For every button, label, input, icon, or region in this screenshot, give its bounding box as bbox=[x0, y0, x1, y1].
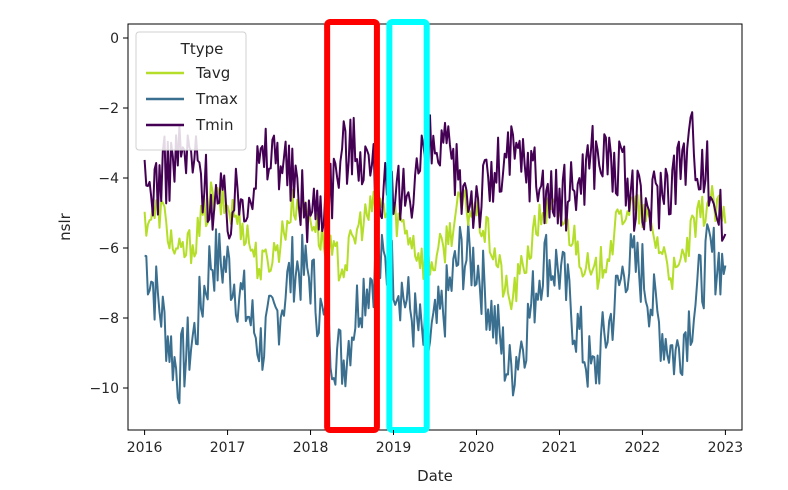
x-tick-label: 2019 bbox=[376, 440, 412, 456]
y-tick-label: −4 bbox=[98, 171, 119, 187]
y-tick-label: −2 bbox=[98, 101, 119, 117]
series-layer bbox=[143, 111, 727, 405]
x-tick-label: 2022 bbox=[625, 440, 661, 456]
series-line-tmin bbox=[143, 111, 727, 244]
y-axis-ticks: 0 −2 −4 −6 −8 −10 bbox=[89, 31, 128, 397]
series-line-tavg bbox=[143, 181, 727, 311]
legend-title: Ttype bbox=[180, 40, 224, 58]
red-highlight-box bbox=[324, 19, 380, 433]
y-tick-label: 0 bbox=[110, 31, 119, 47]
legend-label-tmax: Tmax bbox=[195, 90, 238, 108]
highlight-layer bbox=[324, 19, 430, 433]
y-axis-label: nslr bbox=[56, 212, 74, 240]
y-tick-label: −10 bbox=[89, 381, 119, 397]
legend-box bbox=[135, 31, 247, 151]
x-tick-label: 2016 bbox=[127, 440, 163, 456]
x-tick-label: 2020 bbox=[459, 440, 495, 456]
x-axis-label: Date bbox=[417, 467, 453, 485]
legend-label-tmin: Tmin bbox=[195, 116, 233, 134]
y-tick-label: −8 bbox=[98, 311, 119, 327]
series-line-tmax bbox=[144, 221, 727, 405]
x-tick-label: 2017 bbox=[210, 440, 246, 456]
x-tick-label: 2023 bbox=[708, 440, 744, 456]
y-tick-label: −6 bbox=[98, 241, 119, 257]
x-tick-label: 2021 bbox=[542, 440, 578, 456]
cyan-highlight-box bbox=[386, 19, 430, 433]
legend-label-tavg: Tavg bbox=[195, 64, 230, 82]
x-axis-ticks: 2016 2017 2018 2019 2020 2021 2022 2023 bbox=[127, 430, 743, 456]
x-tick-label: 2018 bbox=[293, 440, 329, 456]
legend: Ttype Tavg Tmax Tmin bbox=[135, 31, 247, 151]
